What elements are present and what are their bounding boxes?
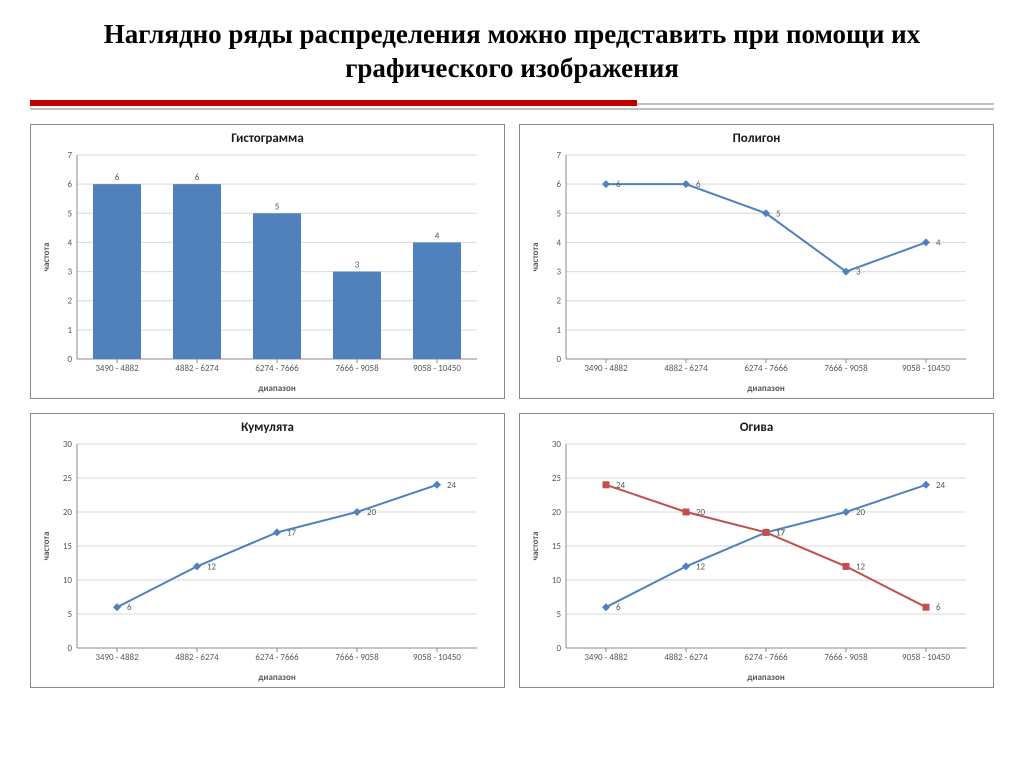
svg-text:3490 - 4882: 3490 - 4882 [95,652,139,663]
chart-histogram: 0 1 2 3 4 5 6 7 3490 - 4882 4882 - 6274 6274 - 766… [37,147,487,397]
page-title: Наглядно ряды распределения можно предст… [30,18,994,86]
svg-text:диапазон: диапазон [258,672,296,683]
chart-polygon: 0 1 2 3 4 5 6 7 3490 - 4882 4882 - 6274 6274 - 766… [526,147,976,397]
svg-text:7666 - 9058: 7666 - 9058 [335,652,379,663]
svg-text:20: 20 [63,507,73,518]
svg-text:1: 1 [556,324,561,335]
svg-text:диапазон: диапазон [258,383,296,394]
svg-text:6: 6 [936,602,941,613]
svg-text:4882 - 6274: 4882 - 6274 [175,363,219,374]
svg-text:12: 12 [696,561,706,572]
svg-text:30: 30 [63,439,73,450]
panel-polygon: Полигон 0 1 2 3 4 5 6 7 3490 - 4882 4882 - 6274 62… [519,124,994,399]
svg-text:6: 6 [67,179,72,190]
svg-text:9058 - 10450: 9058 - 10450 [413,363,461,374]
svg-text:7: 7 [67,150,72,161]
svg-text:3: 3 [856,266,861,277]
svg-text:3: 3 [67,266,72,277]
title-rule [30,100,994,114]
chart-ogive: 0 5 10 15 20 25 30 3490 - 4882 4882 - 6274 6274 -… [526,436,976,686]
svg-text:12: 12 [207,561,217,572]
svg-text:3490 - 4882: 3490 - 4882 [584,652,628,663]
svg-text:6: 6 [616,179,621,190]
panel-cumulate: Кумулята 0 5 10 15 20 25 30 3490 - 4882 4882 - 6… [30,413,505,688]
svg-text:6274 - 7666: 6274 - 7666 [744,363,788,374]
svg-text:15: 15 [63,541,73,552]
svg-text:6: 6 [556,179,561,190]
svg-text:диапазон: диапазон [747,383,785,394]
svg-text:9058 - 10450: 9058 - 10450 [902,363,950,374]
svg-text:3490 - 4882: 3490 - 4882 [95,363,139,374]
svg-text:6: 6 [616,602,621,613]
svg-text:6: 6 [195,172,200,183]
svg-text:9058 - 10450: 9058 - 10450 [413,652,461,663]
svg-text:30: 30 [552,439,562,450]
svg-text:6274 - 7666: 6274 - 7666 [255,652,299,663]
svg-text:7666 - 9058: 7666 - 9058 [824,652,868,663]
svg-text:диапазон: диапазон [747,672,785,683]
svg-text:4882 - 6274: 4882 - 6274 [175,652,219,663]
svg-text:3: 3 [355,259,360,270]
svg-text:5: 5 [776,208,781,219]
svg-text:частота: частота [41,531,52,560]
svg-text:0: 0 [67,643,72,654]
svg-text:6274 - 7666: 6274 - 7666 [255,363,299,374]
svg-text:20: 20 [367,507,377,518]
svg-text:5: 5 [67,208,72,219]
svg-text:17: 17 [287,527,297,538]
svg-text:6: 6 [696,179,701,190]
svg-text:4: 4 [556,237,561,248]
panel-ogive: Огива 0 5 10 15 20 25 30 3490 - 4882 4882 - 6274… [519,413,994,688]
svg-text:3: 3 [556,266,561,277]
svg-text:15: 15 [552,541,562,552]
svg-text:24: 24 [936,479,946,490]
svg-text:4882 - 6274: 4882 - 6274 [664,363,708,374]
svg-text:10: 10 [552,575,562,586]
chart-title-cumulate: Кумулята [37,420,498,436]
svg-text:9058 - 10450: 9058 - 10450 [902,652,950,663]
svg-text:0: 0 [556,354,561,365]
svg-text:4: 4 [936,237,941,248]
svg-text:17: 17 [776,527,786,538]
svg-text:5: 5 [556,208,561,219]
svg-text:7: 7 [556,150,561,161]
svg-text:0: 0 [556,643,561,654]
chart-cumulate: 0 5 10 15 20 25 30 3490 - 4882 4882 - 6274 6274 -… [37,436,487,686]
svg-text:24: 24 [616,479,626,490]
svg-text:2: 2 [67,295,72,306]
svg-text:6: 6 [127,602,132,613]
svg-text:7666 - 9058: 7666 - 9058 [824,363,868,374]
svg-text:5: 5 [275,201,280,212]
svg-text:2: 2 [556,295,561,306]
svg-text:частота: частота [530,531,541,560]
svg-text:20: 20 [856,507,866,518]
panel-histogram: Гистограмма 0 1 2 3 4 5 6 7 3490 - 4882 4882 - 62… [30,124,505,399]
svg-text:20: 20 [696,507,706,518]
svg-text:4: 4 [435,230,440,241]
chart-title-ogive: Огива [526,420,987,436]
svg-text:частота: частота [530,242,541,271]
svg-text:25: 25 [552,473,562,484]
svg-text:3490 - 4882: 3490 - 4882 [584,363,628,374]
chart-title-histogram: Гистограмма [37,131,498,147]
svg-text:12: 12 [856,561,866,572]
svg-text:частота: частота [41,242,52,271]
svg-text:5: 5 [556,609,561,620]
svg-text:4: 4 [67,237,72,248]
svg-text:24: 24 [447,479,457,490]
svg-text:6: 6 [115,172,120,183]
svg-text:1: 1 [67,324,72,335]
svg-text:4882 - 6274: 4882 - 6274 [664,652,708,663]
svg-text:10: 10 [63,575,73,586]
svg-text:5: 5 [67,609,72,620]
svg-text:25: 25 [63,473,73,484]
svg-text:6274 - 7666: 6274 - 7666 [744,652,788,663]
svg-text:0: 0 [67,354,72,365]
svg-text:7666 - 9058: 7666 - 9058 [335,363,379,374]
chart-title-polygon: Полигон [526,131,987,147]
svg-text:20: 20 [552,507,562,518]
